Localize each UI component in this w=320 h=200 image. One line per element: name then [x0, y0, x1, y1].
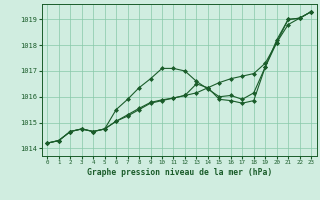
- X-axis label: Graphe pression niveau de la mer (hPa): Graphe pression niveau de la mer (hPa): [87, 168, 272, 177]
